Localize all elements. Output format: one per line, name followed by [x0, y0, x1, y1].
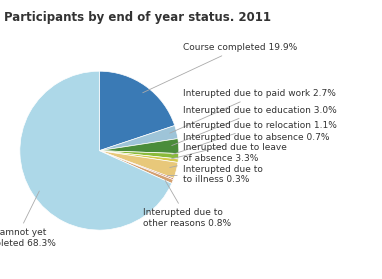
Text: Interupted due to education 3.0%: Interupted due to education 3.0% [172, 106, 337, 146]
Text: Interupted due to paid work 2.7%: Interupted due to paid work 2.7% [170, 89, 336, 133]
Text: Interupted due to relocation 1.1%: Interupted due to relocation 1.1% [172, 121, 337, 155]
Wedge shape [99, 139, 179, 153]
Text: Interupted due to
other reasons 0.8%: Interupted due to other reasons 0.8% [143, 180, 231, 228]
Wedge shape [99, 71, 175, 151]
Text: Interupted due to
to illness 0.3%: Interupted due to to illness 0.3% [167, 165, 262, 184]
Text: Participants by end of year status. 2011: Participants by end of year status. 2011 [4, 11, 271, 24]
Wedge shape [99, 151, 173, 183]
Wedge shape [99, 151, 179, 159]
Wedge shape [99, 151, 178, 178]
Wedge shape [99, 151, 174, 180]
Text: Programnot yet
completed 68.3%: Programnot yet completed 68.3% [0, 191, 56, 248]
Wedge shape [99, 126, 178, 151]
Wedge shape [99, 151, 178, 162]
Text: Interupted due to absence 0.7%: Interupted due to absence 0.7% [172, 133, 329, 159]
Text: Inerupted due to leave
of absence 3.3%: Inerupted due to leave of absence 3.3% [170, 143, 286, 167]
Text: Course completed 19.9%: Course completed 19.9% [143, 43, 297, 93]
Wedge shape [20, 71, 172, 230]
